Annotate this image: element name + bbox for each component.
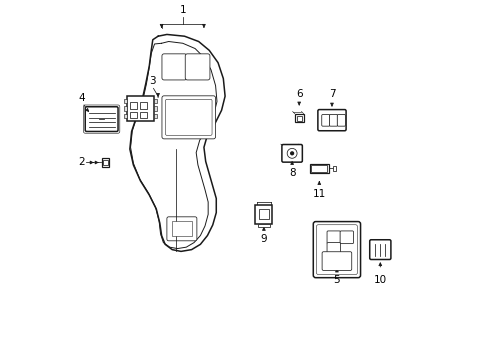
Bar	[255, 205, 272, 224]
Text: 4: 4	[78, 93, 84, 103]
FancyBboxPatch shape	[322, 252, 351, 270]
Circle shape	[290, 152, 293, 155]
Text: 8: 8	[288, 168, 295, 179]
Bar	[296, 116, 301, 121]
Circle shape	[286, 148, 296, 158]
FancyBboxPatch shape	[317, 109, 346, 131]
FancyBboxPatch shape	[313, 222, 360, 278]
Bar	[294, 114, 303, 122]
FancyBboxPatch shape	[185, 54, 209, 80]
Bar	[140, 112, 146, 118]
FancyBboxPatch shape	[162, 96, 215, 139]
Bar	[130, 102, 137, 108]
Bar	[332, 166, 335, 171]
FancyBboxPatch shape	[337, 114, 345, 126]
FancyBboxPatch shape	[166, 217, 197, 241]
FancyBboxPatch shape	[369, 240, 390, 260]
Bar	[311, 165, 326, 172]
Text: 3: 3	[148, 76, 155, 86]
Bar	[153, 99, 157, 103]
Bar	[153, 114, 157, 118]
FancyBboxPatch shape	[165, 99, 212, 135]
Text: 9: 9	[260, 234, 266, 244]
Bar	[140, 102, 146, 108]
Text: 6: 6	[295, 89, 302, 99]
Bar	[130, 112, 137, 118]
Text: 5: 5	[333, 275, 340, 285]
Bar	[172, 221, 191, 236]
Bar	[123, 107, 127, 111]
FancyBboxPatch shape	[339, 231, 353, 244]
Bar	[153, 107, 157, 111]
Bar	[102, 160, 108, 165]
Text: 2: 2	[78, 157, 84, 167]
Bar	[127, 96, 153, 121]
Bar	[257, 224, 270, 227]
FancyBboxPatch shape	[316, 225, 357, 274]
FancyBboxPatch shape	[329, 114, 337, 126]
FancyBboxPatch shape	[326, 243, 340, 253]
Text: 11: 11	[312, 189, 325, 199]
FancyBboxPatch shape	[85, 107, 118, 131]
Bar	[123, 99, 127, 103]
Bar	[259, 210, 268, 219]
FancyBboxPatch shape	[162, 54, 186, 80]
FancyBboxPatch shape	[281, 144, 302, 162]
FancyBboxPatch shape	[321, 114, 329, 126]
Bar	[123, 114, 127, 118]
Bar	[102, 158, 109, 167]
Text: 7: 7	[328, 89, 335, 99]
FancyBboxPatch shape	[326, 231, 340, 244]
Bar	[309, 163, 328, 174]
Text: 10: 10	[373, 275, 386, 285]
Text: 1: 1	[179, 5, 186, 15]
